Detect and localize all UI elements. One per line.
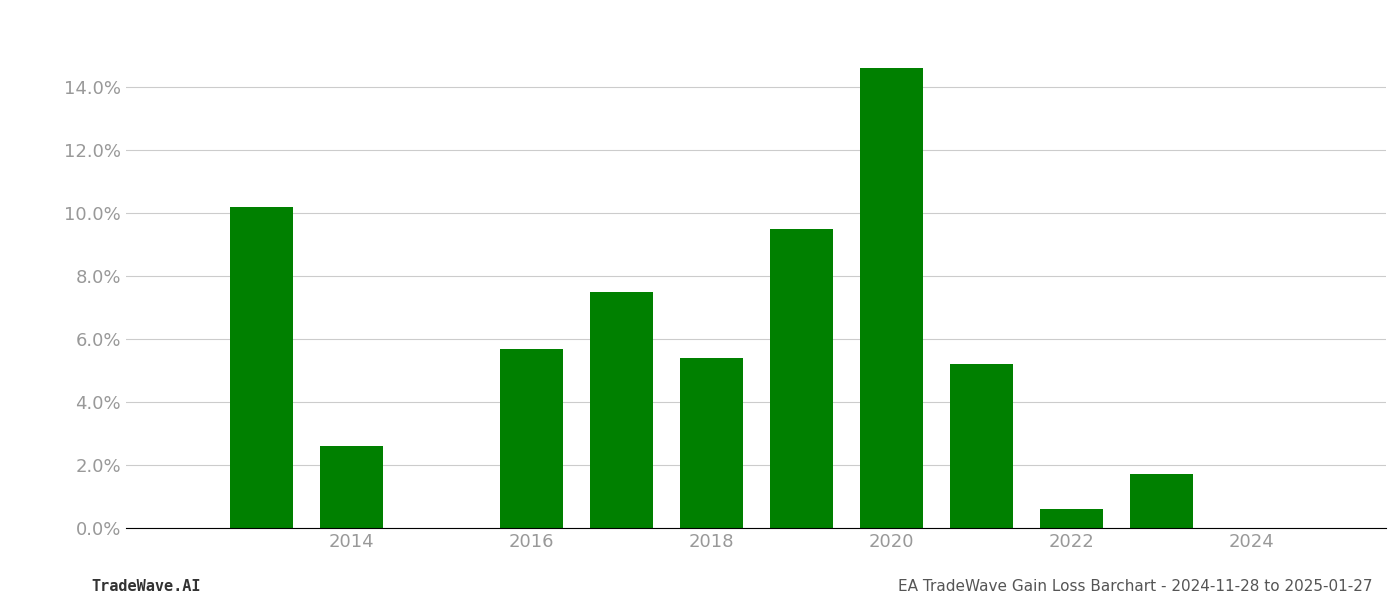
Bar [500, 349, 563, 528]
Text: EA TradeWave Gain Loss Barchart - 2024-11-28 to 2025-01-27: EA TradeWave Gain Loss Barchart - 2024-1… [897, 579, 1372, 594]
Bar [319, 446, 382, 528]
Bar [230, 207, 293, 528]
Bar [1040, 509, 1103, 528]
Bar [770, 229, 833, 528]
Bar [949, 364, 1012, 528]
Text: TradeWave.AI: TradeWave.AI [91, 579, 200, 594]
Bar [679, 358, 742, 528]
Bar [1130, 475, 1193, 528]
Bar [860, 68, 923, 528]
Bar [589, 292, 652, 528]
